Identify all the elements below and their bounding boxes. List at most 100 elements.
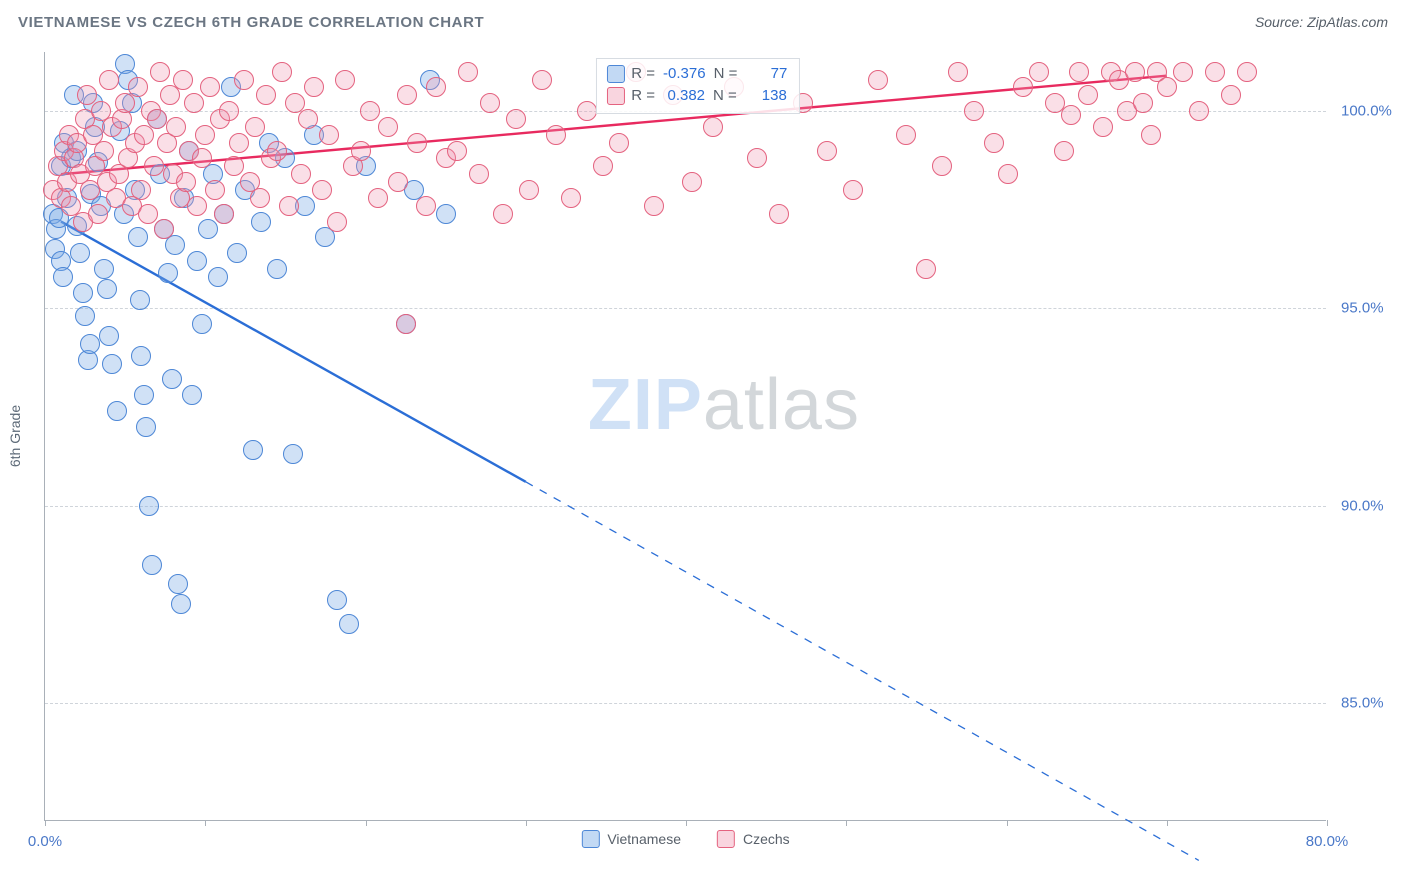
x-tick-label: 80.0% [1306, 833, 1349, 850]
data-point [75, 306, 95, 326]
data-point [1069, 62, 1089, 82]
data-point [219, 101, 239, 121]
data-point [1141, 125, 1161, 145]
data-point [214, 204, 234, 224]
data-point [173, 70, 193, 90]
y-tick-label: 90.0% [1341, 497, 1406, 514]
r-value-czechs: 0.382 [661, 85, 707, 107]
data-point [53, 267, 73, 287]
data-point [251, 212, 271, 232]
data-point [396, 314, 416, 334]
x-tick [1167, 820, 1168, 826]
data-point [256, 85, 276, 105]
data-point [1237, 62, 1257, 82]
y-tick-label: 95.0% [1341, 300, 1406, 317]
data-point [99, 70, 119, 90]
plot-area: 6th Grade 85.0%90.0%95.0%100.0%0.0%80.0%… [44, 52, 1326, 821]
data-point [139, 496, 159, 516]
data-point [291, 164, 311, 184]
data-point [1173, 62, 1193, 82]
data-point [1205, 62, 1225, 82]
data-point [593, 156, 613, 176]
data-point [298, 109, 318, 129]
x-tick [366, 820, 367, 826]
data-point [312, 180, 332, 200]
data-point [131, 346, 151, 366]
data-point [272, 62, 292, 82]
data-point [984, 133, 1004, 153]
data-point [198, 219, 218, 239]
data-point [94, 141, 114, 161]
data-point [267, 141, 287, 161]
data-point [1189, 101, 1209, 121]
x-tick [45, 820, 46, 826]
data-point [134, 125, 154, 145]
data-point [200, 77, 220, 97]
swatch-blue-icon [581, 830, 599, 848]
data-point [160, 85, 180, 105]
data-point [407, 133, 427, 153]
data-point [136, 417, 156, 437]
data-point [416, 196, 436, 216]
x-tick [686, 820, 687, 826]
data-point [243, 440, 263, 460]
data-point [107, 401, 127, 421]
data-point [128, 77, 148, 97]
data-point [447, 141, 467, 161]
data-point [335, 70, 355, 90]
legend-item-vietnamese: Vietnamese [581, 830, 681, 848]
data-point [360, 101, 380, 121]
data-point [205, 180, 225, 200]
series-legend: Vietnamese Czechs [581, 830, 789, 848]
data-point [73, 283, 93, 303]
data-point [1157, 77, 1177, 97]
data-point [154, 219, 174, 239]
data-point [644, 196, 664, 216]
data-point [250, 188, 270, 208]
data-point [77, 85, 97, 105]
data-point [817, 141, 837, 161]
swatch-pink-icon [607, 87, 625, 105]
data-point [458, 62, 478, 82]
data-point [1133, 93, 1153, 113]
data-point [1078, 85, 1098, 105]
data-point [245, 117, 265, 137]
n-value-vietnamese: 77 [743, 63, 789, 85]
data-point [94, 259, 114, 279]
data-point [144, 156, 164, 176]
data-point [171, 594, 191, 614]
data-point [519, 180, 539, 200]
data-point [150, 62, 170, 82]
data-point [138, 204, 158, 224]
data-point [351, 141, 371, 161]
data-point [304, 77, 324, 97]
data-point [932, 156, 952, 176]
data-point [115, 93, 135, 113]
data-point [279, 196, 299, 216]
data-point [187, 196, 207, 216]
swatch-blue-icon [607, 65, 625, 83]
data-point [843, 180, 863, 200]
data-point [134, 385, 154, 405]
data-point [80, 334, 100, 354]
data-point [192, 314, 212, 334]
chart-header: VIETNAMESE VS CZECH 6TH GRADE CORRELATIO… [18, 14, 1388, 36]
data-point [703, 117, 723, 137]
data-point [267, 259, 287, 279]
stats-row-czechs: R = 0.382 N = 138 [607, 85, 789, 107]
data-point [234, 70, 254, 90]
data-point [561, 188, 581, 208]
data-point [1054, 141, 1074, 161]
data-point [916, 259, 936, 279]
legend-item-czechs: Czechs [717, 830, 790, 848]
legend-label: Vietnamese [607, 831, 681, 847]
data-point [88, 204, 108, 224]
data-point [896, 125, 916, 145]
data-point [182, 385, 202, 405]
data-point [480, 93, 500, 113]
data-point [229, 133, 249, 153]
data-point [546, 125, 566, 145]
data-point [99, 326, 119, 346]
data-point [319, 125, 339, 145]
r-label: R = [631, 85, 655, 107]
